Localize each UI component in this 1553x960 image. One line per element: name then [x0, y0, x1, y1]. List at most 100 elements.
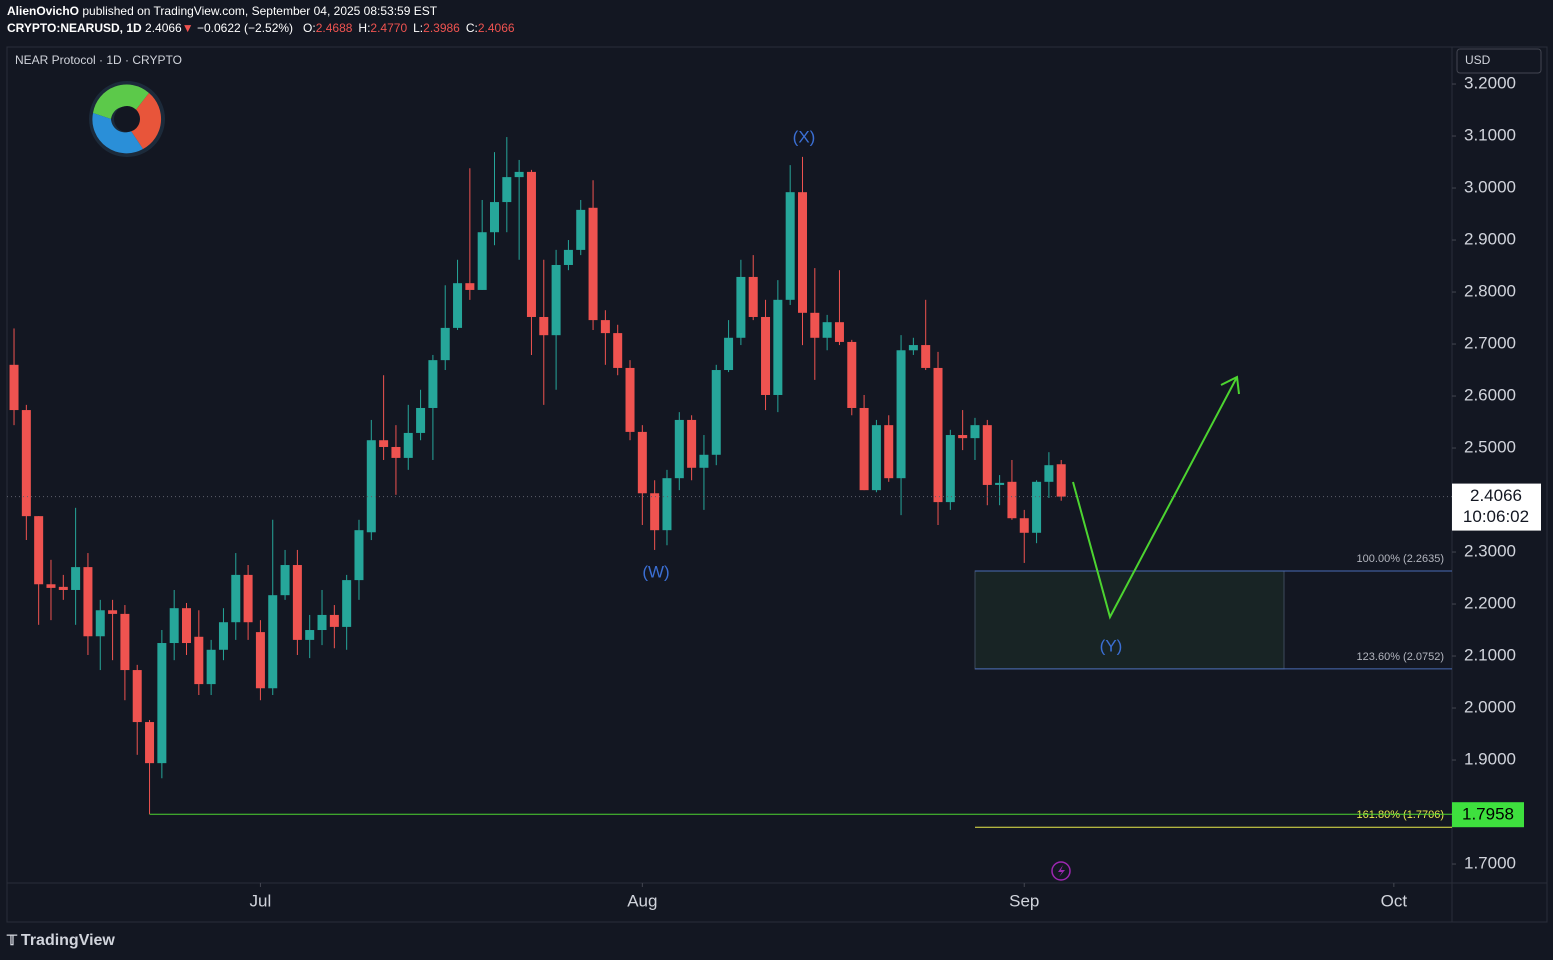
fib-label: 161.80% (1.7706)	[1357, 809, 1444, 821]
candle-body	[182, 608, 192, 644]
candle-body	[711, 370, 721, 455]
ohlc-value: 2.4770	[370, 21, 407, 35]
y-tick-label: 1.9000	[1464, 750, 1516, 769]
candle-body	[465, 283, 475, 290]
candle-body	[354, 530, 364, 581]
candle-body	[1044, 465, 1054, 482]
candle-body	[1032, 481, 1042, 533]
y-tick-label: 2.9000	[1464, 230, 1516, 249]
candle-body	[157, 643, 167, 764]
candle-body	[95, 610, 105, 637]
countdown: 10:06:02	[1463, 507, 1529, 526]
change: −0.0622 (−2.52%)	[197, 21, 293, 35]
arrow-head	[1220, 375, 1240, 395]
candle-body	[576, 209, 586, 250]
y-tick-label: 2.3000	[1464, 542, 1516, 561]
author: AlienOvichO	[7, 4, 79, 18]
candle-body	[428, 360, 438, 408]
candle-body	[933, 367, 943, 503]
y-tick-label: 1.7000	[1464, 854, 1516, 873]
ohlc-value: 2.4688	[316, 21, 353, 35]
candle-body	[884, 425, 894, 479]
candle-body	[83, 567, 93, 637]
candle-body	[169, 608, 179, 644]
y-tick-label: 3.0000	[1464, 178, 1516, 197]
fib-label: 100.00% (2.2635)	[1357, 553, 1444, 565]
brand-text: TradingView	[21, 932, 116, 949]
price-box	[1452, 483, 1541, 531]
candle-body	[305, 630, 315, 640]
wave-label: (Y)	[1100, 636, 1123, 655]
candle-body	[1007, 481, 1017, 519]
frame	[6, 46, 1548, 923]
candle-body	[231, 574, 241, 623]
candle-body	[329, 614, 339, 627]
candle-body	[539, 316, 549, 336]
candle-body	[859, 407, 869, 491]
candle-body	[785, 192, 795, 300]
header-line-1: AlienOvichO published on TradingView.com…	[7, 4, 438, 18]
candle-body	[908, 345, 918, 351]
ohlc-label: H:	[358, 21, 370, 35]
x-tick-label: Sep	[1009, 891, 1039, 910]
candle-body	[822, 322, 832, 338]
currency: USD	[1465, 53, 1491, 67]
candle-body	[280, 565, 290, 596]
candle-body	[243, 574, 253, 623]
y-tick-label: 3.2000	[1464, 74, 1516, 93]
candle-body	[194, 636, 204, 685]
candle-body	[342, 580, 352, 627]
candle-body	[970, 425, 980, 439]
candle-body	[773, 299, 783, 395]
candle-body	[416, 407, 426, 433]
candle-body	[292, 565, 302, 640]
ohlc: O:2.4688 H:2.4770 L:2.3986 C:2.4066	[303, 21, 515, 35]
candle-body	[477, 232, 487, 290]
x-tick-label: Jul	[250, 891, 272, 910]
candle-body	[748, 276, 758, 317]
candle-body	[810, 312, 820, 338]
candle-body	[218, 622, 228, 650]
y-tick-label: 2.1000	[1464, 646, 1516, 665]
candle-body	[896, 350, 906, 479]
candle-body	[206, 649, 216, 685]
fib-label: 123.60% (2.0752)	[1357, 651, 1444, 663]
candle-body	[21, 410, 31, 517]
candle-body	[724, 337, 734, 371]
candle-body	[268, 595, 278, 689]
candle-body	[489, 202, 499, 233]
price-label: 2.4066	[1470, 486, 1522, 505]
candle-body	[502, 177, 512, 203]
y-tick-label: 2.6000	[1464, 386, 1516, 405]
candle-body	[1019, 518, 1029, 533]
candle-body	[687, 419, 697, 468]
y-tick-label: 2.0000	[1464, 698, 1516, 717]
y-tick-label: 2.8000	[1464, 282, 1516, 301]
candle-body	[403, 432, 413, 458]
plot: 100.00% (2.2635) 123.60% (2.0752) 161.80% …	[7, 127, 1452, 828]
candle-body	[34, 516, 44, 585]
candle-body	[317, 614, 327, 631]
candle-body	[120, 613, 130, 671]
wave-label: (W)	[642, 562, 669, 581]
brand: 𝕋 TradingView	[6, 932, 115, 950]
y-tick-label: 3.1000	[1464, 126, 1516, 145]
ohlc-label: O:	[303, 21, 316, 35]
candle-body	[847, 341, 857, 408]
candle-body	[453, 283, 463, 328]
candle-body	[563, 249, 573, 265]
candle-body	[871, 425, 881, 491]
projection-arrow	[1072, 376, 1238, 620]
candle-body	[613, 333, 623, 368]
candle-body	[132, 670, 142, 723]
y-tick-label: 2.7000	[1464, 334, 1516, 353]
candle-body	[995, 482, 1005, 485]
candle-body	[945, 435, 955, 503]
candle-body	[982, 425, 992, 485]
chart-title: NEAR Protocol · 1D · CRYPTO	[15, 53, 182, 67]
y-tick-label: 2.2000	[1464, 594, 1516, 613]
candle-body	[588, 207, 598, 321]
candle-body	[699, 454, 709, 468]
